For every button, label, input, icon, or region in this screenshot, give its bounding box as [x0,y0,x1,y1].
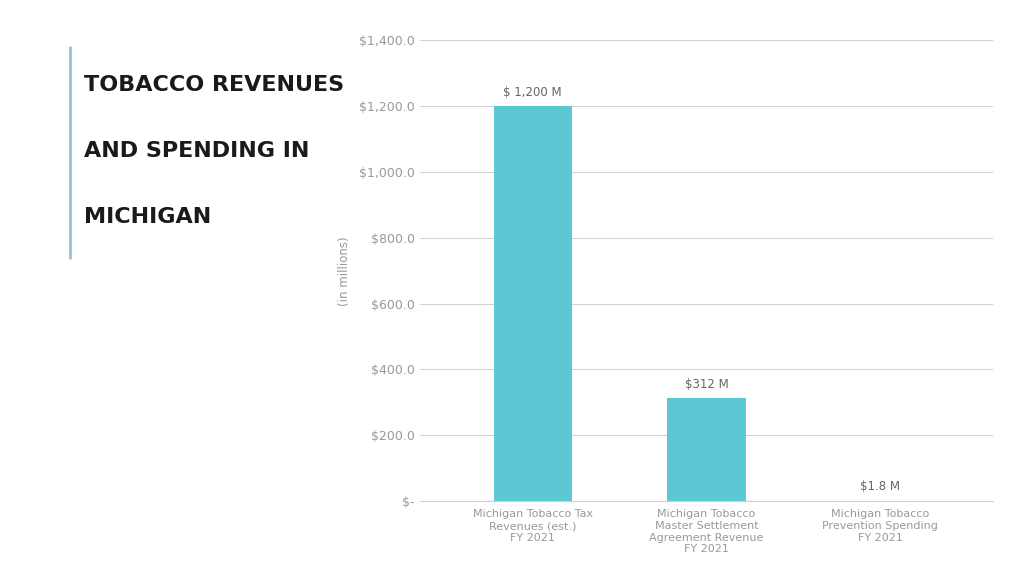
Text: $ 1,200 M: $ 1,200 M [504,86,562,99]
Y-axis label: (in millions): (in millions) [338,236,351,305]
Text: MICHIGAN: MICHIGAN [84,207,211,228]
Bar [494,106,571,501]
Text: $1.8 M: $1.8 M [860,480,900,493]
Text: AND SPENDING IN: AND SPENDING IN [84,141,309,161]
Bar [668,399,745,501]
Text: TOBACCO REVENUES: TOBACCO REVENUES [84,75,344,95]
Text: $312 M: $312 M [685,378,728,391]
